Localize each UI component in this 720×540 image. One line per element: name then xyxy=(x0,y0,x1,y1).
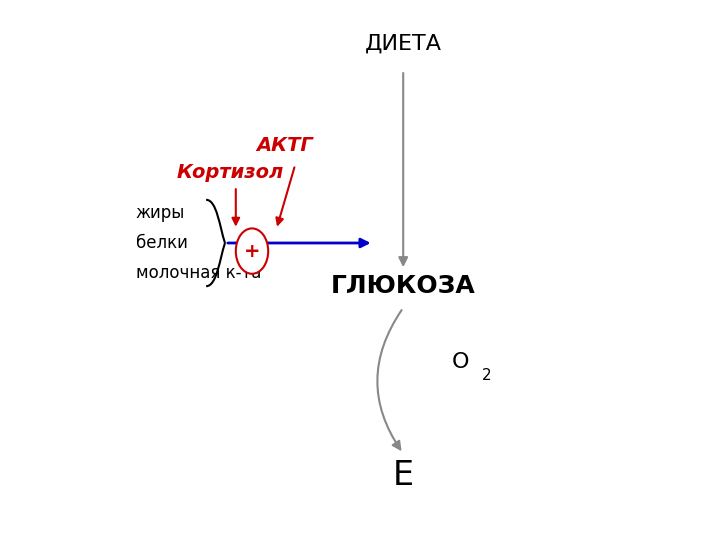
Text: молочная к-та: молочная к-та xyxy=(136,264,261,282)
Text: ГЛЮКОЗА: ГЛЮКОЗА xyxy=(330,274,476,298)
Text: белки: белки xyxy=(136,234,188,252)
Text: +: + xyxy=(244,241,260,261)
Text: Кортизол: Кортизол xyxy=(177,163,284,183)
FancyArrowPatch shape xyxy=(377,310,402,449)
Text: жиры: жиры xyxy=(136,204,185,222)
Text: АКТГ: АКТГ xyxy=(256,136,312,156)
Text: Е: Е xyxy=(392,458,414,492)
Text: 2: 2 xyxy=(482,368,491,383)
Ellipse shape xyxy=(236,228,268,274)
Text: ДИЕТА: ДИЕТА xyxy=(365,33,441,53)
Text: O: O xyxy=(452,352,469,372)
